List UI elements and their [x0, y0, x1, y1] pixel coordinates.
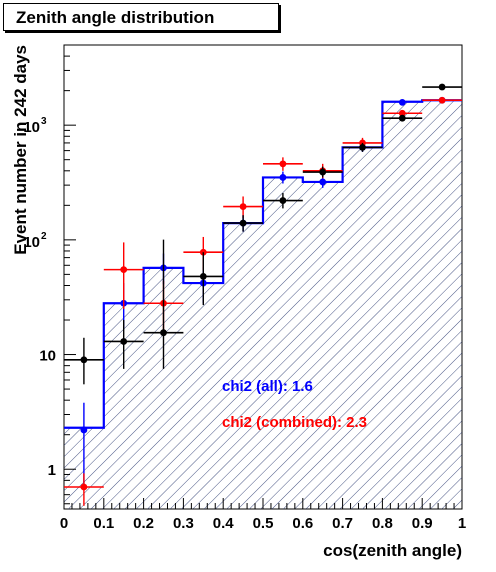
- x-tick-label: 0.2: [133, 515, 154, 532]
- x-tick-label: 0.3: [173, 515, 194, 532]
- data-point: [239, 203, 247, 210]
- data-point: [279, 160, 287, 168]
- chart-title-box: Zenith angle distribution: [3, 3, 279, 31]
- y-tick-label: 10: [39, 348, 56, 365]
- chi2-annotation: chi2 (all): 1.6: [222, 378, 313, 395]
- data-point: [319, 178, 327, 186]
- x-tick-label: 1: [458, 515, 466, 532]
- data-point: [398, 109, 406, 117]
- data-point: [319, 168, 327, 176]
- data-point: [80, 426, 88, 434]
- data-point: [359, 143, 366, 151]
- histogram-hatched-area: [64, 100, 462, 509]
- data-point: [398, 98, 406, 106]
- data-point: [120, 338, 128, 345]
- y-tick-exponent: 3: [41, 116, 47, 127]
- x-tick-label: 0.7: [332, 515, 353, 532]
- x-tick-label: 0.1: [93, 515, 114, 532]
- x-tick-label: 0.9: [412, 515, 433, 532]
- data-point: [120, 266, 128, 274]
- x-tick-label: 0.4: [213, 515, 235, 532]
- data-point: [279, 197, 287, 204]
- data-point: [199, 273, 207, 280]
- x-axis-label: cos(zenith angle): [323, 541, 462, 560]
- y-tick-exponent: 2: [41, 231, 47, 242]
- black-series: [64, 83, 462, 385]
- data-point: [438, 83, 446, 91]
- data-point: [279, 174, 287, 181]
- x-tick-label: 0: [60, 515, 68, 532]
- data-point: [160, 329, 167, 337]
- data-point: [239, 219, 247, 227]
- x-tick-label: 0.6: [292, 515, 313, 532]
- y-axis-label: Event number in 242 days: [11, 45, 30, 255]
- y-tick-label: 10: [23, 234, 40, 251]
- x-tick-label: 0.5: [253, 515, 274, 532]
- data-point: [438, 96, 446, 104]
- y-tick-label: 1: [48, 462, 56, 479]
- chi2-annotation: chi2 (combined): 2.3: [222, 414, 367, 431]
- data-point: [80, 356, 88, 364]
- chart-title: Zenith angle distribution: [16, 8, 215, 27]
- data-point: [80, 483, 88, 491]
- data-point: [398, 114, 406, 122]
- y-tick-label: 10: [23, 119, 40, 136]
- x-tick-label: 0.8: [372, 515, 393, 532]
